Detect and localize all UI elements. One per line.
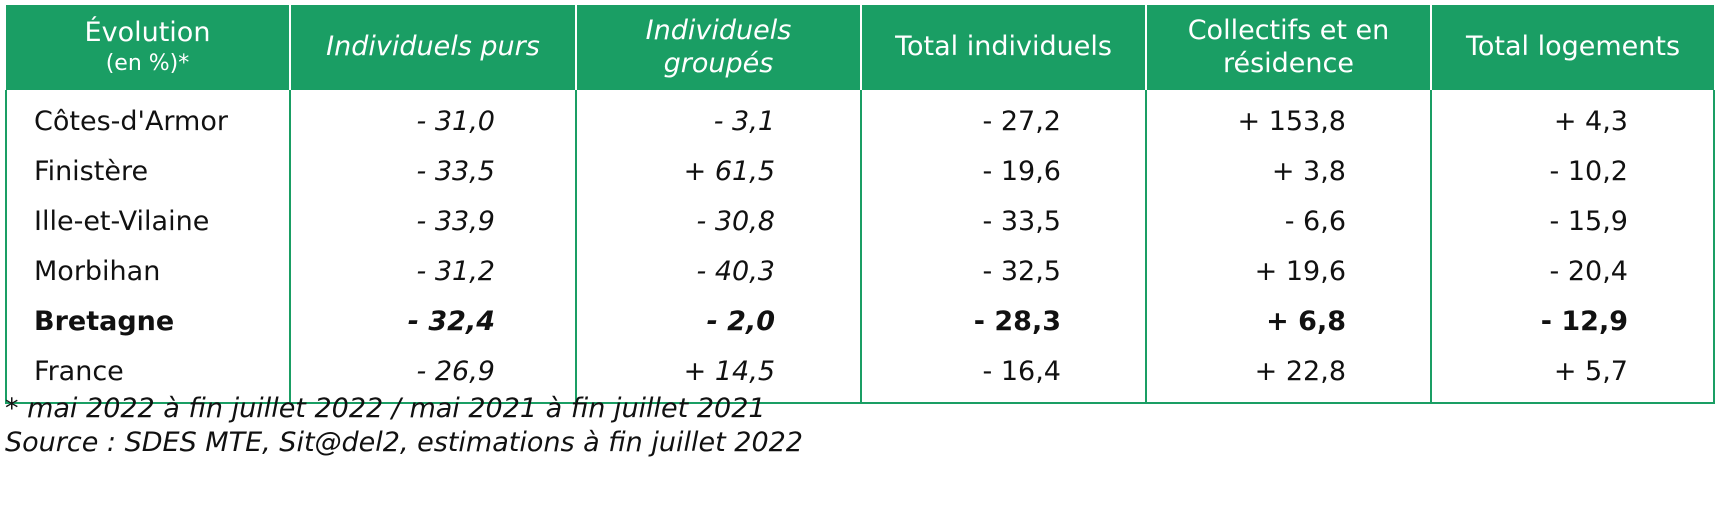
cell-individuels-purs: - 32,4 [289, 296, 576, 346]
cell-total-logements: - 15,9 [1430, 196, 1715, 246]
header-total-logements: Total logements [1430, 5, 1714, 90]
cell-total-logements: - 20,4 [1430, 246, 1715, 296]
header-evolution-unit: (en %)* [105, 50, 190, 76]
cell-total-individuels: - 19,6 [860, 146, 1146, 196]
source-note: Source : SDES MTE, Sit@del2, estimations… [5, 427, 803, 458]
header-individuels-purs: Individuels purs [289, 5, 576, 90]
cell-total-individuels: - 16,4 [860, 346, 1146, 404]
cell-total-individuels: - 27,2 [860, 90, 1146, 146]
cell-individuels-groupes: - 2,0 [575, 296, 861, 346]
period-note: * mai 2022 à fin juillet 2022 / mai 2021… [5, 393, 766, 424]
cell-total-logements: - 12,9 [1430, 296, 1715, 346]
row-label: Finistère [5, 146, 290, 196]
header-individuels-groupes: Individuels groupés [575, 5, 861, 90]
header-row: Évolution (en %)* Individuels purs Indiv… [6, 5, 1714, 90]
cell-collectifs-residence: + 19,6 [1145, 246, 1431, 296]
table-notes: * mai 2022 à fin juillet 2022 / mai 2021… [5, 392, 803, 460]
header-total-individuels: Total individuels [860, 5, 1146, 90]
table-body: Côtes-d'Armor - 31,0 - 3,1 - 27,2 + 153,… [5, 90, 1715, 404]
row-label: Côtes-d'Armor [5, 90, 290, 146]
cell-collectifs-residence: + 22,8 [1145, 346, 1431, 404]
cell-total-logements: + 5,7 [1430, 346, 1715, 404]
cell-individuels-groupes: - 40,3 [575, 246, 861, 296]
row-label: France [5, 346, 290, 404]
table-row: Finistère - 33,5 + 61,5 - 19,6 + 3,8 - 1… [5, 146, 1715, 196]
row-label: Bretagne [5, 296, 290, 346]
evolution-table: Évolution (en %)* Individuels purs Indiv… [5, 5, 1715, 404]
table-row-bretagne-total: Bretagne - 32,4 - 2,0 - 28,3 + 6,8 - 12,… [5, 296, 1715, 346]
cell-collectifs-residence: - 6,6 [1145, 196, 1431, 246]
cell-individuels-groupes: - 30,8 [575, 196, 861, 246]
cell-collectifs-residence: + 6,8 [1145, 296, 1431, 346]
cell-collectifs-residence: + 3,8 [1145, 146, 1431, 196]
cell-individuels-groupes: - 3,1 [575, 90, 861, 146]
cell-individuels-groupes: + 61,5 [575, 146, 861, 196]
table-row: Côtes-d'Armor - 31,0 - 3,1 - 27,2 + 153,… [5, 90, 1715, 146]
cell-individuels-purs: - 26,9 [289, 346, 576, 404]
cell-individuels-purs: - 31,0 [289, 90, 576, 146]
cell-individuels-groupes: + 14,5 [575, 346, 861, 404]
table-row: Ille-et-Vilaine - 33,9 - 30,8 - 33,5 - 6… [5, 196, 1715, 246]
row-label: Morbihan [5, 246, 290, 296]
header-evolution-title: Évolution [84, 16, 211, 48]
table-row: France - 26,9 + 14,5 - 16,4 + 22,8 + 5,7 [5, 346, 1715, 404]
cell-collectifs-residence: + 153,8 [1145, 90, 1431, 146]
table-header: Évolution (en %)* Individuels purs Indiv… [6, 5, 1714, 90]
cell-total-logements: - 10,2 [1430, 146, 1715, 196]
table-row: Morbihan - 31,2 - 40,3 - 32,5 + 19,6 - 2… [5, 246, 1715, 296]
cell-total-logements: + 4,3 [1430, 90, 1715, 146]
header-collectifs-residence: Collectifs et en résidence [1145, 5, 1431, 90]
cell-total-individuels: - 32,5 [860, 246, 1146, 296]
cell-total-individuels: - 28,3 [860, 296, 1146, 346]
cell-individuels-purs: - 31,2 [289, 246, 576, 296]
cell-individuels-purs: - 33,5 [289, 146, 576, 196]
header-evolution: Évolution (en %)* [6, 5, 290, 90]
cell-individuels-purs: - 33,9 [289, 196, 576, 246]
cell-total-individuels: - 33,5 [860, 196, 1146, 246]
table-container: Évolution (en %)* Individuels purs Indiv… [5, 5, 1715, 404]
row-label: Ille-et-Vilaine [5, 196, 290, 246]
